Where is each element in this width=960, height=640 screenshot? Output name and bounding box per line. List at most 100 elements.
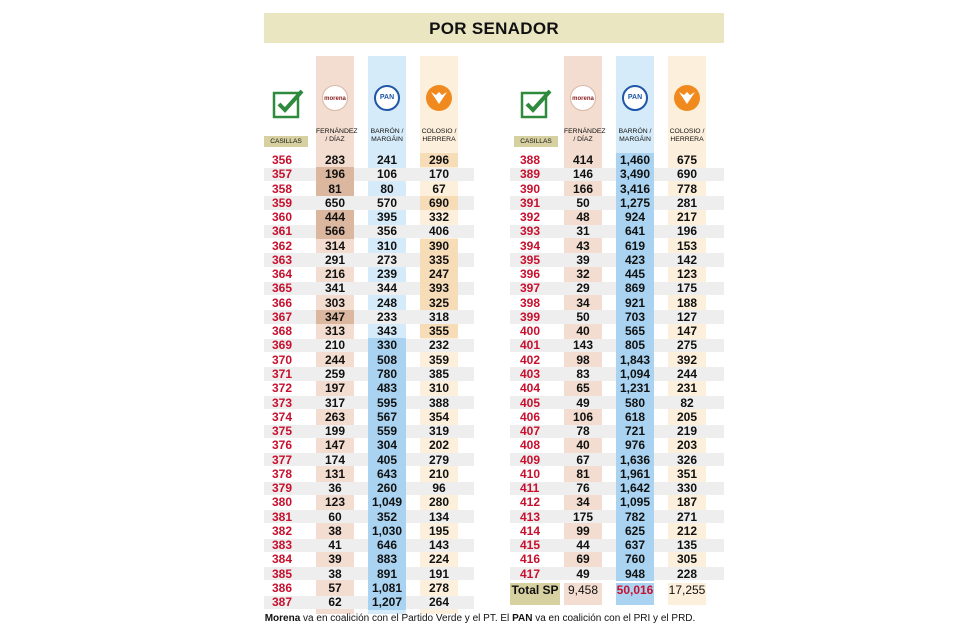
table-row: 394 43 619 153 bbox=[510, 238, 724, 253]
morena-votes: 57 bbox=[328, 580, 342, 595]
table-row: 376 147 304 202 bbox=[264, 438, 474, 453]
morena-votes: 99 bbox=[576, 523, 590, 538]
pan-votes: 595 bbox=[368, 395, 406, 410]
pan-logo: PAN bbox=[622, 85, 648, 111]
table-row: 391 50 1,275 281 bbox=[510, 195, 724, 211]
pri-logo bbox=[426, 85, 452, 111]
table-row: 387 62 1,207 264 bbox=[264, 595, 474, 610]
casilla-number: 408 bbox=[520, 438, 541, 453]
casilla-number: 384 bbox=[272, 552, 293, 567]
morena-votes: 347 bbox=[316, 309, 354, 325]
right-table-body: 388 414 1,460 675 389 146 3,490 690 390 166 3,416 7… bbox=[510, 153, 724, 581]
table-row: 384 39 883 224 bbox=[264, 552, 474, 567]
pan-votes: 976 bbox=[616, 438, 654, 453]
morena-votes: 38 bbox=[328, 566, 342, 581]
pri-header: COLOSIO / HERRERA bbox=[668, 56, 706, 151]
table-row: 405 49 580 82 bbox=[510, 395, 724, 410]
table-row: 356 283 241 296 bbox=[264, 153, 474, 168]
morena-votes: 259 bbox=[324, 366, 346, 381]
pan-votes: 405 bbox=[368, 452, 406, 467]
casilla-number: 388 bbox=[520, 153, 541, 167]
pan-votes: 1,207 bbox=[368, 595, 406, 610]
pri-votes: 228 bbox=[676, 566, 698, 581]
pri-votes: 406 bbox=[428, 224, 450, 239]
table-row: 401 143 805 275 bbox=[510, 338, 724, 353]
pri-votes: 359 bbox=[428, 352, 450, 367]
pan-votes: 233 bbox=[376, 309, 398, 324]
pan-votes: 106 bbox=[376, 167, 398, 182]
footnote-pan: PAN bbox=[512, 613, 533, 624]
pri-votes: 203 bbox=[676, 438, 698, 453]
pan-votes: 1,460 bbox=[616, 153, 654, 168]
table-row: 377 174 405 279 bbox=[264, 452, 474, 467]
morena-votes: 65 bbox=[576, 381, 590, 396]
casilla-number: 360 bbox=[272, 210, 293, 225]
morena-votes: 39 bbox=[328, 552, 342, 567]
pan-votes: 304 bbox=[368, 438, 406, 453]
pri-votes: 219 bbox=[676, 424, 698, 439]
table-row: 381 60 352 134 bbox=[264, 509, 474, 524]
casilla-number: 417 bbox=[520, 566, 541, 581]
table-row: 370 244 508 359 bbox=[264, 352, 474, 367]
morena-logo: morena bbox=[322, 85, 348, 111]
casilla-number: 371 bbox=[272, 366, 293, 381]
pan-votes: 356 bbox=[376, 224, 398, 239]
casilla-number: 379 bbox=[272, 481, 293, 496]
pri-votes: 244 bbox=[676, 366, 698, 381]
total-pan: 50,016 bbox=[616, 583, 654, 605]
casilla-number: 394 bbox=[520, 238, 541, 253]
morena-votes: 40 bbox=[576, 324, 590, 339]
pan-votes: 1,275 bbox=[616, 195, 654, 211]
casilla-number: 378 bbox=[272, 466, 293, 481]
pan-votes: 646 bbox=[368, 538, 406, 553]
pan-votes: 508 bbox=[368, 352, 406, 367]
pri-votes: 354 bbox=[428, 409, 450, 424]
pri-votes: 212 bbox=[676, 523, 698, 538]
pan-votes: 782 bbox=[616, 509, 654, 524]
morena-votes: 283 bbox=[324, 153, 346, 167]
table-row: 368 313 343 355 bbox=[264, 324, 474, 339]
pri-votes: 123 bbox=[676, 267, 698, 282]
table-row: 383 41 646 143 bbox=[264, 538, 474, 553]
casilla-number: 407 bbox=[520, 424, 541, 439]
pan-votes: 643 bbox=[368, 466, 406, 482]
morena-votes: 34 bbox=[576, 295, 590, 310]
pan-votes: 570 bbox=[376, 195, 398, 210]
pri-votes: 319 bbox=[428, 424, 450, 439]
morena-votes: 41 bbox=[328, 538, 342, 553]
pan-votes: 3,490 bbox=[616, 167, 654, 182]
checkmark-icon bbox=[272, 89, 304, 119]
pan-votes: 1,030 bbox=[368, 523, 406, 539]
table-row: 406 106 618 205 bbox=[510, 409, 724, 425]
casilla-number: 392 bbox=[520, 210, 541, 225]
morena-votes: 341 bbox=[324, 281, 346, 296]
casilla-number: 414 bbox=[520, 523, 541, 538]
morena-votes: 174 bbox=[324, 452, 346, 467]
pri-votes: 310 bbox=[428, 381, 450, 396]
pri-votes: 330 bbox=[676, 481, 698, 496]
table-row: 409 67 1,636 326 bbox=[510, 452, 724, 467]
table-row: 357 196 106 170 bbox=[264, 167, 474, 182]
morena-votes: 146 bbox=[572, 167, 594, 182]
pri-votes: 195 bbox=[428, 523, 450, 538]
pan-votes: 239 bbox=[376, 267, 398, 282]
casilla-number: 375 bbox=[272, 424, 293, 439]
pan-votes: 637 bbox=[616, 538, 654, 553]
pan-votes: 3,416 bbox=[616, 181, 654, 196]
morena-votes: 216 bbox=[324, 267, 346, 282]
pri-votes: 305 bbox=[676, 552, 698, 567]
pri-votes: 279 bbox=[428, 452, 450, 467]
pri-votes: 191 bbox=[428, 566, 450, 581]
total-row: Total SP 9,458 50,016 17,255 bbox=[510, 583, 724, 605]
casilla-number: 373 bbox=[272, 395, 293, 410]
morena-votes: 98 bbox=[576, 352, 590, 367]
casilla-number: 390 bbox=[520, 181, 541, 196]
casilla-number: 405 bbox=[520, 395, 541, 410]
morena-header: morena FERNÁNDEZ / DÍAZ bbox=[564, 56, 606, 151]
casilla-number: 365 bbox=[272, 281, 293, 296]
pan-votes: 580 bbox=[616, 395, 654, 410]
pan-header: PAN BARRÓN / MARGÁIN bbox=[368, 56, 406, 151]
morena-votes: 69 bbox=[576, 552, 590, 567]
casilla-number: 404 bbox=[520, 381, 541, 396]
table-row: 414 99 625 212 bbox=[510, 523, 724, 539]
